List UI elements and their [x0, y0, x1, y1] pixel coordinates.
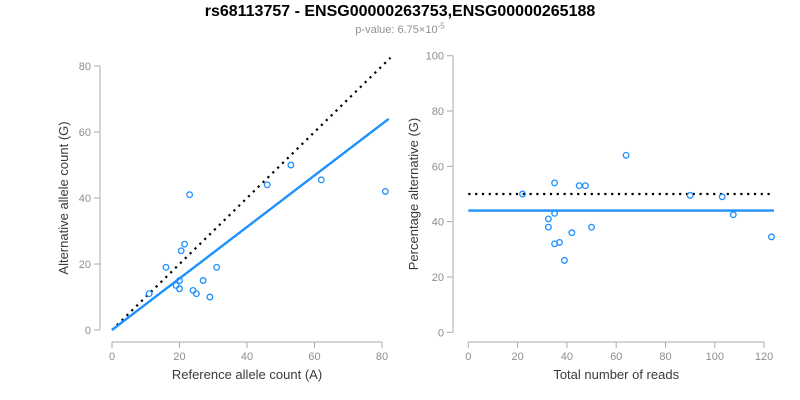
identity-line	[111, 56, 392, 331]
right-scatter-panel: 0 20 40 60 80 100 0 20 40 60 80 100 120 Total number …	[406, 51, 775, 382]
x-tick-label: 0	[109, 351, 115, 363]
data-point	[206, 293, 214, 301]
y-tick-label: 60	[79, 127, 91, 139]
data-point	[192, 290, 200, 298]
y-axis-title: Percentage alternative (G)	[406, 118, 421, 270]
data-point	[544, 223, 552, 231]
data-point	[317, 176, 325, 184]
y-tick-label: 100	[426, 51, 444, 63]
x-tick-label: 100	[706, 351, 724, 363]
data-point	[588, 223, 595, 231]
data-point	[686, 191, 694, 199]
data-point	[519, 190, 526, 198]
x-tick-label: 20	[511, 351, 523, 363]
p-value-text: p-value: 6.75×10	[355, 24, 438, 36]
data-point	[568, 229, 576, 237]
x-tick-label: 0	[465, 351, 471, 363]
data-point	[551, 179, 559, 187]
data-point	[287, 161, 295, 169]
data-point	[729, 211, 737, 219]
data-point	[172, 282, 180, 289]
data-point	[575, 182, 583, 190]
x-axis-title: Total number of reads	[553, 367, 679, 382]
data-point	[768, 233, 775, 241]
y-tick-label: 20	[79, 259, 91, 271]
data-point	[718, 193, 726, 201]
data-point	[181, 240, 189, 248]
y-tick-label: 80	[79, 61, 91, 73]
x-tick-label: 60	[610, 351, 622, 363]
x-tick-label: 80	[376, 351, 388, 363]
p-value-exponent: -5	[437, 21, 445, 31]
y-axis-title: Alternative allele count (G)	[56, 121, 71, 274]
data-point	[544, 215, 552, 223]
data-point	[551, 209, 559, 217]
data-point	[381, 187, 389, 195]
data-point	[263, 181, 271, 189]
y-tick-label: 0	[85, 325, 91, 337]
x-tick-label: 80	[659, 351, 671, 363]
data-point	[186, 191, 194, 199]
data-point	[622, 151, 630, 159]
data-point	[189, 286, 197, 294]
data-point	[162, 263, 170, 271]
data-point	[177, 247, 185, 255]
data-point	[556, 238, 563, 246]
x-tick-label: 120	[755, 351, 773, 363]
x-tick-label: 60	[308, 351, 320, 363]
plot-title: rs68113757 - ENSG00000263753,ENSG0000026…	[204, 3, 596, 20]
data-point	[213, 263, 221, 271]
data-point	[199, 277, 207, 284]
x-tick-label: 40	[561, 351, 573, 363]
plot-subtitle: p-value: 6.75×10-5	[0, 21, 800, 37]
data-point	[145, 290, 153, 298]
y-tick-label: 0	[438, 327, 444, 339]
data-point	[176, 285, 183, 293]
y-tick-label: 40	[79, 193, 91, 205]
y-tick-label: 60	[432, 161, 444, 173]
regression-line	[111, 117, 390, 331]
x-tick-label: 20	[173, 351, 185, 363]
y-tick-label: 80	[432, 106, 444, 118]
x-axis-title: Reference allele count (A)	[172, 367, 322, 382]
data-point	[581, 182, 589, 190]
data-point	[176, 277, 183, 284]
y-tick-label: 40	[432, 217, 444, 229]
x-tick-label: 40	[241, 351, 253, 363]
left-scatter-panel: 0 20 40 60 80 0 20 40 60 80 Reference allele count…	[56, 56, 392, 382]
data-point	[560, 256, 568, 264]
y-tick-label: 20	[432, 272, 444, 284]
